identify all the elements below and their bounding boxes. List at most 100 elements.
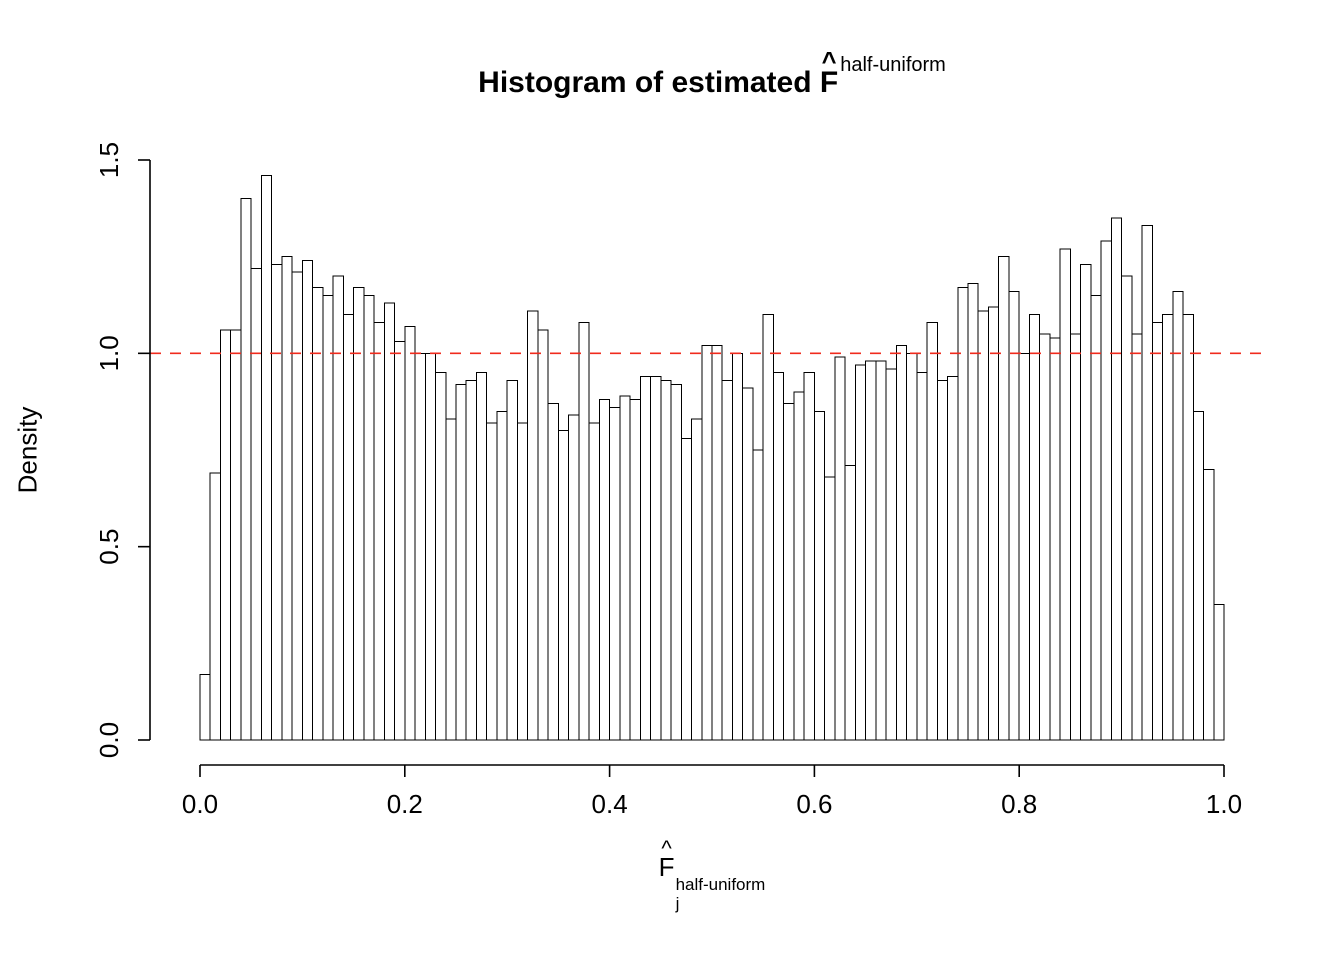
- histogram-bar: [1080, 263, 1092, 741]
- histogram-bar: [865, 360, 877, 741]
- histogram-bar: [731, 352, 744, 741]
- histogram-bar: [824, 476, 836, 741]
- histogram-bar: [752, 449, 764, 741]
- histogram-bar: [1100, 240, 1112, 741]
- histogram-bar: [424, 352, 437, 741]
- x-axis-label-superscript: half-uniform: [675, 875, 766, 894]
- y-tick-label: 1.0: [94, 335, 124, 371]
- histogram-bar: [1008, 290, 1020, 741]
- histogram-bar: [435, 372, 447, 741]
- histogram-bar: [906, 352, 918, 741]
- chart-title-text: Histogram of estimated: [478, 66, 812, 99]
- histogram-bar: [926, 321, 938, 741]
- x-tick-label: 0.2: [387, 789, 423, 819]
- histogram-bar: [271, 263, 283, 741]
- histogram-bar: [1172, 290, 1184, 741]
- histogram-bar: [240, 198, 252, 741]
- histogram-bar: [1039, 333, 1051, 741]
- histogram-bar: [1028, 314, 1041, 741]
- hat-accent-icon: ^: [661, 836, 672, 862]
- y-tick-label: 1.5: [94, 142, 124, 178]
- chart-title: Histogram of estimated F ^ half-uniform: [200, 48, 1224, 100]
- histogram-bar: [291, 271, 303, 741]
- histogram-bar: [772, 372, 785, 741]
- histogram-bar: [455, 383, 467, 741]
- histogram-bar: [598, 399, 611, 741]
- histogram-bar: [957, 287, 969, 741]
- histogram-bar: [332, 275, 344, 741]
- histogram-bar: [496, 410, 508, 741]
- histogram-bar: [844, 464, 856, 741]
- histogram-bar: [568, 414, 580, 741]
- histogram-bar: [301, 260, 314, 741]
- histogram-bar: [1131, 333, 1143, 741]
- histogram-bar: [322, 294, 334, 741]
- histogram-bar: [260, 174, 273, 741]
- x-axis-label-scripts: half-uniform j: [675, 875, 766, 913]
- histogram-bar: [1018, 352, 1030, 741]
- histogram-bar: [383, 302, 396, 741]
- histogram-bar: [486, 422, 498, 741]
- histogram-bar: [342, 314, 355, 741]
- histogram-bar: [506, 379, 518, 741]
- y-tick-label: 0.5: [94, 529, 124, 565]
- histogram-bar: [895, 345, 908, 741]
- histogram-bar: [650, 376, 662, 741]
- histogram-bar: [353, 287, 365, 741]
- histogram-bar: [445, 418, 457, 741]
- histogram-bar: [1203, 468, 1215, 741]
- histogram-bar: [1121, 275, 1133, 741]
- histogram-bar: [1213, 604, 1225, 741]
- histogram-bar: [936, 379, 949, 741]
- histogram-bar: [537, 329, 549, 741]
- histogram-bar: [578, 321, 590, 741]
- histogram-bars: [199, 174, 1225, 741]
- histogram-bar: [547, 403, 559, 741]
- histogram-bar: [1162, 314, 1174, 741]
- chart-title-superscript: half-uniform: [840, 54, 946, 76]
- histogram-bar: [516, 422, 529, 741]
- x-tick-label: 0.4: [592, 789, 628, 819]
- histogram-bar: [813, 410, 826, 741]
- histogram-bar: [1049, 337, 1061, 741]
- histogram-bar: [465, 379, 477, 741]
- histogram-bar: [834, 356, 846, 741]
- x-tick-label: 0.0: [182, 789, 218, 819]
- histogram-bar: [219, 329, 232, 741]
- histogram-bar: [588, 422, 600, 741]
- histogram-bar: [639, 376, 652, 741]
- x-axis-label: F ^ half-uniform j: [200, 838, 1224, 913]
- x-axis-label-subscript: j: [675, 893, 680, 913]
- histogram-bar: [998, 256, 1010, 741]
- histogram-bar: [885, 368, 897, 741]
- histogram-bar: [1182, 314, 1194, 741]
- histogram-bar: [414, 352, 426, 741]
- histogram-bar: [711, 345, 723, 741]
- histogram-bar: [977, 310, 989, 741]
- histogram-bar: [987, 306, 1000, 741]
- chart-title-symbol: F ^: [819, 48, 839, 99]
- histogram-bar: [1151, 321, 1164, 741]
- x-tick-label: 1.0: [1206, 789, 1242, 819]
- histogram-bar: [721, 379, 733, 741]
- histogram-bar: [854, 364, 867, 741]
- axes: [138, 159, 1225, 777]
- histogram-bar: [609, 406, 621, 741]
- hat-accent-icon: ^: [821, 48, 837, 77]
- histogram-bar: [1059, 248, 1071, 741]
- histogram-bar: [475, 372, 488, 741]
- histogram-bar: [1110, 217, 1123, 741]
- histogram-bar: [803, 372, 815, 741]
- histogram-bar: [670, 383, 682, 741]
- histogram-bar: [250, 267, 262, 741]
- histogram-bar: [230, 329, 242, 741]
- histogram-bar: [762, 314, 774, 741]
- histogram-bar: [1192, 410, 1205, 741]
- histogram-bar: [363, 294, 375, 741]
- histogram-bar: [875, 360, 887, 741]
- histogram-bar: [199, 673, 211, 741]
- histogram-bar: [629, 399, 641, 741]
- y-tick-label: 0.0: [94, 722, 124, 758]
